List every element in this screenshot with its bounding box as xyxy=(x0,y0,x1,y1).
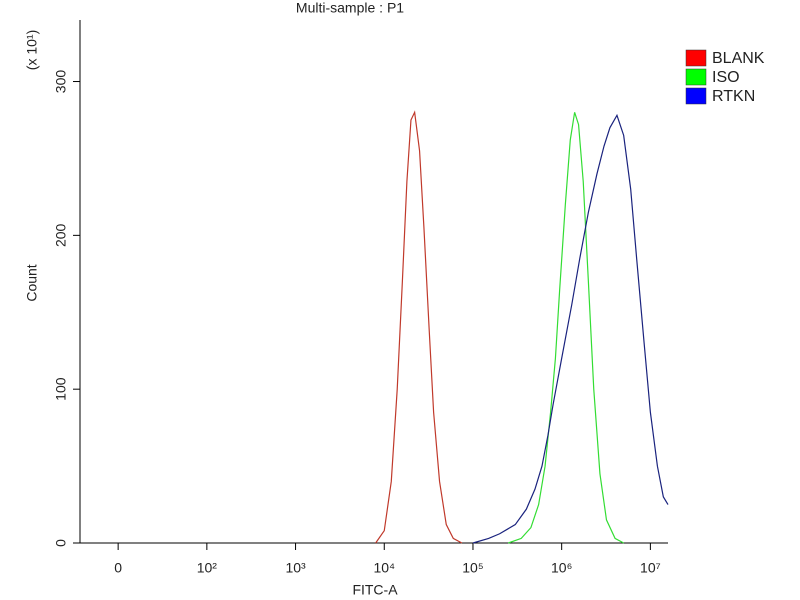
y-tick-label: 100 xyxy=(53,377,69,401)
x-tick-label: 0 xyxy=(114,560,122,576)
chart-title: Multi-sample : P1 xyxy=(296,0,404,16)
series-line xyxy=(472,113,669,544)
y-tick-label: 300 xyxy=(53,70,69,94)
y-multiplier: (x 10¹) xyxy=(24,30,40,70)
legend-label: ISO xyxy=(712,69,740,86)
legend-label: BLANK xyxy=(712,50,765,67)
y-tick-label: 200 xyxy=(53,223,69,247)
y-tick-label: 0 xyxy=(53,539,69,547)
x-tick-label: 10² xyxy=(197,560,218,576)
x-tick-label: 10⁴ xyxy=(373,560,395,576)
y-axis-label: Count xyxy=(24,264,40,301)
series-line xyxy=(375,110,463,544)
x-axis-label: FITC-A xyxy=(352,582,398,598)
series-line xyxy=(508,112,624,544)
legend-label: RTKN xyxy=(712,88,755,105)
legend-swatch xyxy=(685,68,707,86)
x-tick-label: 10⁶ xyxy=(551,560,572,576)
x-tick-label: 10⁷ xyxy=(640,560,661,576)
x-tick-label: 10³ xyxy=(285,560,306,576)
legend-swatch xyxy=(685,87,707,105)
legend-swatch xyxy=(685,49,707,67)
x-tick-label: 10⁵ xyxy=(462,560,483,576)
